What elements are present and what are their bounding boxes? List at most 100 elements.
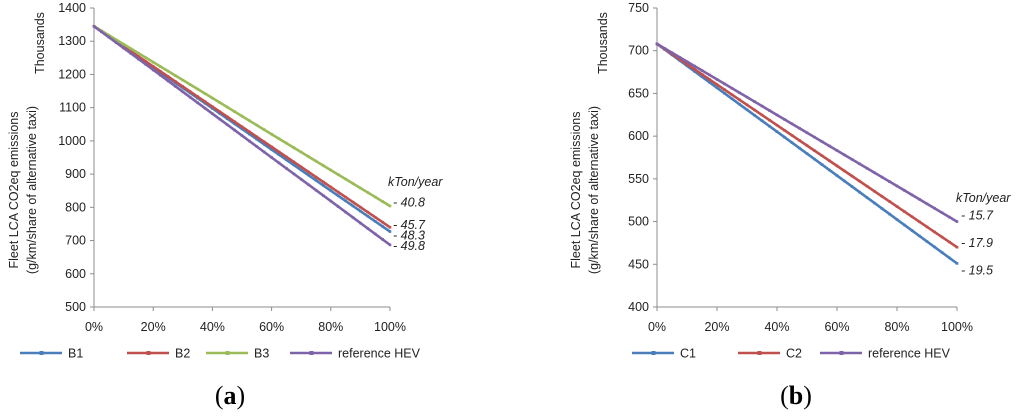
data-point (225, 115, 229, 119)
data-point (768, 124, 771, 128)
y-tick-label: 1200 (58, 67, 86, 81)
reduction-annotation: - 49.8 (393, 239, 425, 253)
data-point (933, 230, 936, 234)
x-tick-label: 100% (941, 320, 973, 334)
data-point (865, 184, 869, 188)
x-tick-label: 80% (318, 320, 343, 334)
data-point (299, 165, 303, 169)
data-point (835, 174, 839, 177)
data-point (715, 78, 719, 81)
data-point (760, 113, 764, 117)
data-point (166, 79, 170, 83)
y-tick-label: 750 (628, 1, 649, 15)
y-tick-label: 550 (628, 172, 649, 186)
panel-b-y-label-line1: Fleet LCA CO2eq emissions (569, 111, 583, 268)
x-tick-label: 40% (200, 320, 225, 334)
reduction-annotation: - 48.3 (393, 229, 425, 243)
data-point (225, 123, 229, 126)
data-point (693, 67, 696, 71)
data-point (730, 93, 734, 97)
data-point (344, 210, 347, 214)
data-point (948, 215, 951, 219)
data-point (843, 169, 846, 173)
y-tick-label: 700 (628, 44, 649, 58)
x-tick-label: 20% (704, 320, 729, 334)
data-point (137, 55, 140, 58)
data-point (858, 190, 861, 194)
reduction-annotation: - 15.7 (961, 209, 994, 223)
data-point (790, 122, 794, 126)
data-point (218, 112, 222, 115)
data-point (888, 200, 891, 203)
data-point (203, 92, 207, 95)
data-point (299, 168, 303, 172)
data-point (753, 100, 756, 103)
y-tick-label: 450 (628, 257, 649, 271)
data-point (166, 69, 170, 73)
data-point (798, 139, 801, 142)
data-point (865, 196, 869, 199)
data-point (329, 189, 333, 192)
data-point (858, 179, 861, 183)
data-point (196, 101, 199, 105)
data-point (850, 174, 854, 178)
data-point (159, 70, 162, 73)
data-point (873, 171, 876, 175)
data-point (783, 135, 786, 139)
data-point (768, 118, 771, 122)
legend-marker (39, 351, 44, 355)
legend-marker (839, 351, 844, 355)
legend-label: reference HEV (338, 347, 421, 361)
data-point (910, 229, 914, 232)
data-point (322, 180, 325, 184)
data-point (129, 50, 133, 53)
data-point (203, 106, 207, 110)
data-point (918, 220, 921, 224)
data-point (828, 159, 831, 163)
panel-b-y-label-line2: (g/km/share of alternative taxi) (587, 106, 601, 274)
data-point (359, 221, 362, 225)
data-point (351, 182, 355, 185)
data-point (359, 205, 362, 209)
data-point (159, 65, 162, 69)
data-point (292, 172, 296, 176)
data-point (828, 144, 831, 148)
data-point (307, 155, 310, 158)
data-point (144, 60, 148, 63)
data-point (790, 134, 794, 137)
data-point (700, 69, 704, 72)
data-point (181, 90, 185, 94)
data-point (255, 137, 259, 141)
data-point (344, 199, 347, 203)
data-point (933, 245, 936, 249)
data-point (359, 209, 362, 213)
data-point (351, 200, 355, 204)
legend-marker (757, 351, 762, 355)
y-tick-label: 600 (65, 267, 86, 281)
data-point (753, 113, 756, 117)
data-point (211, 96, 214, 100)
panel-b-annotation-title: kTon/year (956, 191, 1011, 205)
legend-marker (651, 351, 656, 355)
data-point (805, 144, 809, 147)
data-point (151, 60, 155, 64)
data-point (255, 123, 259, 127)
data-point (723, 88, 726, 91)
data-point (775, 123, 779, 127)
data-point (708, 78, 711, 81)
data-point (336, 205, 340, 208)
data-point (122, 45, 125, 48)
data-point (685, 60, 689, 63)
data-point (888, 180, 891, 183)
data-point (940, 235, 944, 239)
data-point (723, 91, 726, 95)
data-point (760, 119, 764, 123)
data-point (700, 73, 704, 76)
data-point (708, 73, 711, 77)
data-point (270, 132, 273, 136)
data-point (344, 177, 347, 181)
data-point (813, 157, 816, 161)
data-point (181, 85, 185, 88)
data-point (813, 149, 816, 152)
